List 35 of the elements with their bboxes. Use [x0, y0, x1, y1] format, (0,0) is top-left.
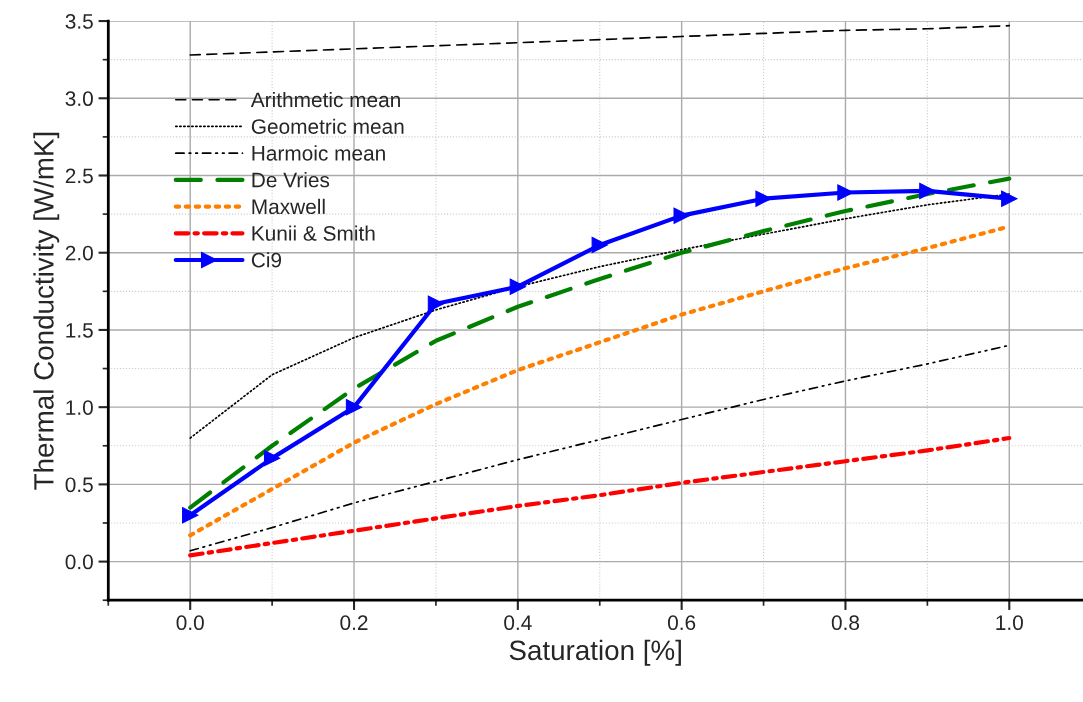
y-axis-title: Thermal Conductivity [W/mK]: [33, 132, 60, 490]
y-tick-label: 0.5: [65, 477, 93, 493]
x-tick-label: 0.4: [504, 615, 532, 631]
point: [591, 236, 608, 254]
legend-label: Harmoic mean: [252, 145, 385, 161]
point: [1001, 190, 1018, 207]
point: [673, 207, 690, 224]
point: [345, 399, 363, 416]
y-tick-label: 0.0: [65, 554, 93, 570]
legend-label: Geometric mean: [251, 118, 404, 134]
y-tick-label: 3.0: [65, 91, 93, 107]
point: [509, 278, 526, 295]
legend-label: Kunii & Smith: [252, 225, 375, 241]
y-tick-label: 1.5: [66, 323, 93, 338]
y-tick-label: 2.0: [65, 245, 93, 261]
legend-label: Maxwell: [252, 198, 325, 215]
point: [755, 190, 772, 207]
x-tick-label: 1.0: [996, 615, 1023, 631]
y-tick-label: 1.0: [66, 400, 93, 415]
point: [427, 295, 445, 312]
x-tick-label: 0.2: [340, 615, 368, 631]
x-tick-label: 0.8: [831, 615, 860, 631]
point: [182, 507, 199, 524]
x-tick-label: 0.0: [176, 615, 204, 631]
legend-label: Ci9: [251, 252, 282, 268]
point: [919, 182, 936, 200]
y-tick-label: 3.5: [65, 14, 93, 29]
x-tick-label: 0.6: [667, 615, 696, 631]
y-tick-label: 2.5: [65, 168, 93, 184]
legend-label: De Vries: [252, 172, 330, 188]
legend-label: Arithmetic mean: [250, 91, 400, 108]
point: [263, 449, 281, 467]
line-series: [188, 435, 1012, 558]
x-axis-title: Saturation [%]: [509, 639, 681, 666]
line-series: [189, 24, 1011, 56]
